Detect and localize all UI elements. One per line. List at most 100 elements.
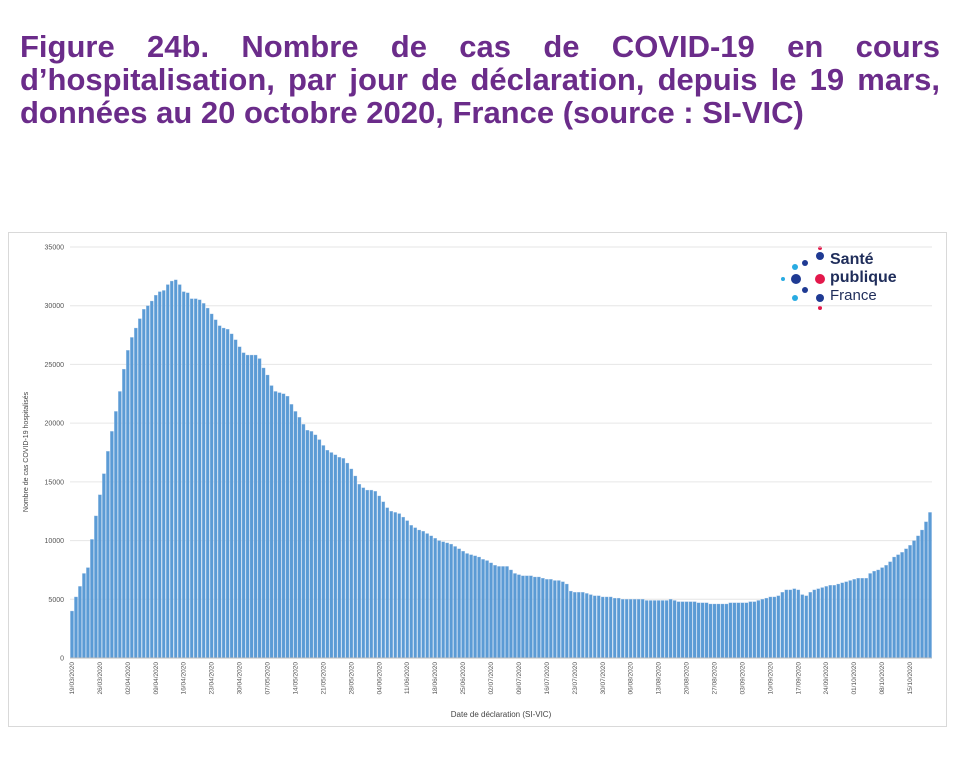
x-tick-label: 02/07/2020 — [488, 662, 495, 695]
bar — [864, 577, 868, 659]
bar — [309, 431, 314, 659]
bar — [74, 596, 78, 659]
bar — [796, 589, 801, 659]
bar — [138, 318, 142, 659]
bar — [856, 577, 860, 659]
bar — [800, 594, 805, 659]
bar — [401, 516, 405, 659]
bar — [836, 583, 840, 659]
x-tick-label: 07/05/2020 — [265, 662, 272, 695]
bar — [840, 582, 844, 659]
bar — [780, 592, 785, 659]
bar — [257, 358, 262, 659]
bar — [349, 468, 354, 659]
bar — [225, 329, 230, 659]
bar — [317, 439, 322, 659]
logo-text: France — [830, 287, 877, 304]
bar — [429, 535, 433, 659]
bar — [353, 475, 358, 659]
bar — [142, 309, 146, 659]
bar — [812, 589, 817, 659]
x-tick-label: 30/04/2020 — [237, 662, 244, 695]
bar — [573, 592, 577, 659]
bar — [509, 569, 513, 659]
x-tick-label: 16/07/2020 — [544, 662, 551, 695]
x-tick-label: 11/06/2020 — [404, 662, 411, 694]
y-tick-label: 0 — [60, 656, 64, 663]
bar — [804, 595, 809, 659]
bar — [872, 570, 876, 659]
bar — [892, 556, 896, 659]
bar — [457, 548, 461, 659]
bar — [118, 391, 122, 659]
bar — [233, 339, 238, 659]
x-tick-label: 09/07/2020 — [516, 662, 523, 695]
figure-title: Figure 24b. Nombre de cas de COVID-19 en… — [20, 29, 940, 130]
bar — [441, 541, 445, 659]
bar — [664, 600, 669, 659]
bar — [465, 553, 469, 659]
bar — [585, 593, 589, 659]
bar — [297, 417, 302, 659]
bar — [369, 489, 374, 659]
bar — [469, 554, 473, 659]
bar — [273, 391, 278, 659]
x-tick-label: 23/04/2020 — [209, 662, 216, 695]
bar — [445, 542, 449, 659]
bar — [636, 599, 641, 659]
bar — [505, 566, 509, 659]
bar — [676, 601, 681, 659]
bar — [162, 290, 166, 659]
bar — [185, 292, 190, 659]
bar — [828, 585, 832, 659]
bar — [876, 569, 880, 659]
bar — [241, 352, 246, 659]
x-tick-label: 25/06/2020 — [460, 662, 467, 695]
bar — [381, 501, 386, 659]
bar — [385, 507, 390, 659]
y-tick-label: 15000 — [45, 479, 65, 486]
bar — [904, 548, 908, 659]
bar — [716, 603, 721, 659]
x-tick-label: 30/07/2020 — [600, 662, 607, 695]
bar — [752, 601, 757, 659]
bar — [497, 566, 501, 659]
x-tick-label: 03/09/2020 — [739, 662, 746, 695]
x-tick-label: 17/09/2020 — [795, 662, 802, 695]
x-tick-label: 15/10/2020 — [907, 662, 914, 695]
bar — [361, 487, 366, 659]
bar — [541, 577, 545, 659]
bar — [760, 599, 765, 659]
x-tick-label: 19/03/2020 — [69, 662, 76, 695]
bar — [489, 562, 493, 659]
bar — [449, 543, 453, 659]
bar — [648, 600, 653, 659]
bar — [525, 575, 529, 659]
bar — [537, 576, 541, 659]
bar — [660, 600, 665, 659]
bar — [473, 555, 477, 659]
bar — [644, 600, 649, 659]
bar — [150, 300, 154, 659]
bar — [696, 602, 701, 659]
bar — [928, 512, 932, 659]
bar — [110, 431, 114, 659]
bar — [920, 529, 924, 659]
bar — [397, 513, 401, 659]
chart: Santé publique France Nombre de cas COVI… — [8, 232, 947, 727]
bar — [724, 603, 729, 659]
bar — [593, 595, 597, 659]
bar — [736, 602, 741, 659]
bar — [197, 299, 202, 659]
bar — [357, 484, 362, 659]
x-tick-label: 16/04/2020 — [181, 662, 188, 695]
bar — [612, 597, 617, 659]
bar — [421, 531, 425, 659]
y-tick-label: 25000 — [45, 362, 65, 369]
bar — [102, 473, 106, 659]
bar — [170, 280, 174, 659]
bar — [94, 515, 98, 659]
bar — [114, 411, 118, 659]
x-tick-label: 06/08/2020 — [628, 662, 635, 695]
